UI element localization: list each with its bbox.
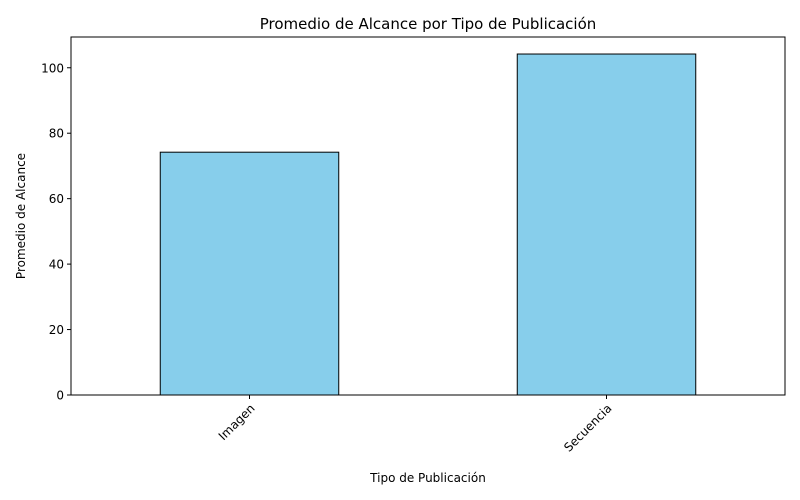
y-tick-label: 40 xyxy=(49,258,64,272)
x-tick-label: Imagen xyxy=(216,401,258,443)
bars-group xyxy=(159,53,697,396)
chart-title: Promedio de Alcance por Tipo de Publicac… xyxy=(260,15,597,33)
y-axis: 0 20 40 60 80 100 xyxy=(41,61,71,403)
x-tick-label: Secuencia xyxy=(561,401,614,454)
y-tick-label: 100 xyxy=(41,61,64,75)
y-tick-label: 0 xyxy=(56,389,64,403)
plot-frame xyxy=(70,36,786,396)
bar-secuencia xyxy=(516,53,697,396)
y-tick-label: 80 xyxy=(49,127,64,141)
bar-imagen xyxy=(159,151,340,396)
y-axis-label: Promedio de Alcance xyxy=(14,153,28,279)
y-tick-label: 60 xyxy=(49,192,64,206)
y-tick-label: 20 xyxy=(49,323,64,337)
x-axis-label: Tipo de Publicación xyxy=(369,471,486,485)
x-axis: Imagen Secuencia xyxy=(216,395,615,455)
